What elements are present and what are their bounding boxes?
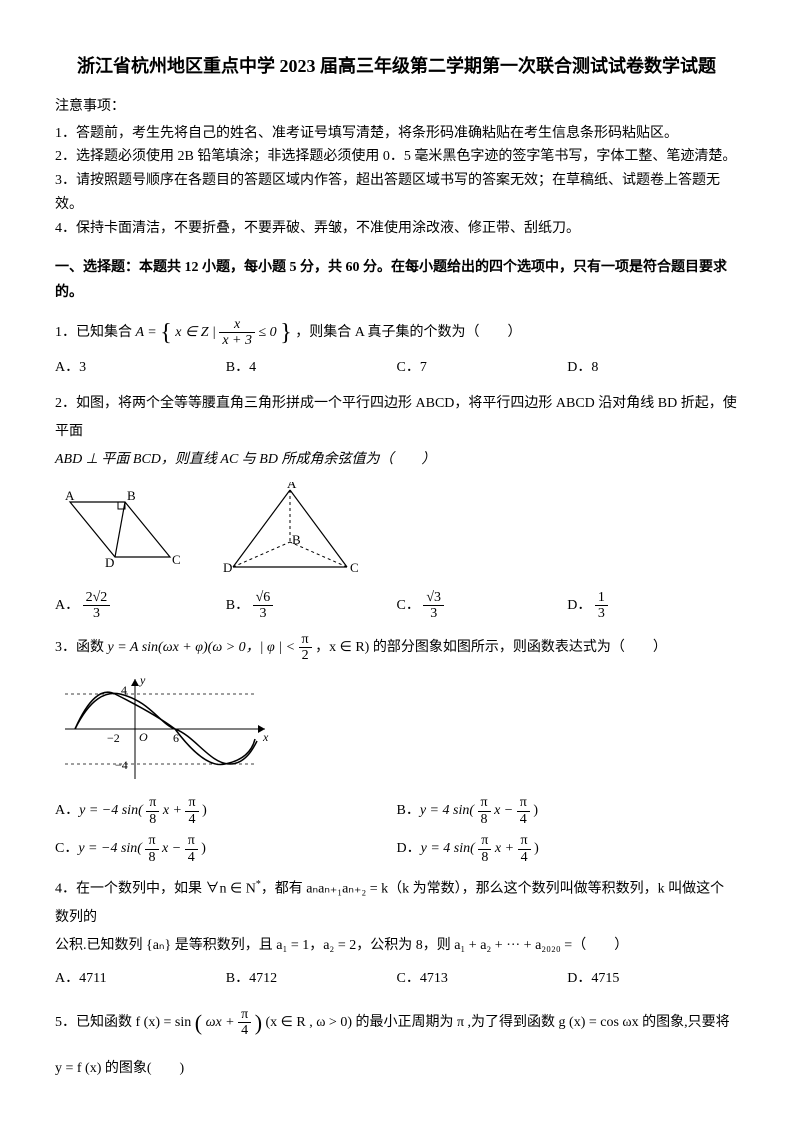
svg-text:B: B — [292, 532, 301, 547]
q3-option-D: D．y = 4 sin( π8 x + π4 ) — [397, 833, 739, 865]
q2-option-D: D． 13 — [567, 590, 738, 622]
q3-option-B: B．y = 4 sin( π8 x − π4 ) — [397, 795, 739, 827]
question-1: 1．已知集合 A = { x ∈ Z | x x + 3 ≤ 0 } ，则集合 … — [55, 317, 738, 349]
q4-option-B: B．4712 — [226, 966, 397, 991]
svg-text:A: A — [65, 488, 75, 503]
svg-text:D: D — [223, 560, 232, 575]
paren-open-icon: ( — [195, 1010, 202, 1035]
q2-figure-tetra-icon: A B C D — [215, 482, 365, 582]
q5-line2: y = f (x) 的图象( ) — [55, 1055, 738, 1083]
notice-item: 4．保持卡面清洁，不要折叠，不要弄破、弄皱，不准使用涂改液、修正带、刮纸刀。 — [55, 217, 738, 241]
svg-text:B: B — [127, 488, 136, 503]
q1-options: A．3 B．4 C．7 D．8 — [55, 355, 738, 380]
q1-option-B: B．4 — [226, 355, 397, 380]
q2-options: A． 2√23 B． √63 C． √33 D． 13 — [55, 590, 738, 622]
q1-cond1: x ∈ Z | — [175, 325, 219, 340]
q5-pi4: π4 — [238, 1007, 251, 1039]
q5-arg-pre: ωx + — [206, 1015, 239, 1030]
exam-title: 浙江省杭州地区重点中学 2023 届高三年级第二学期第一次联合测试试卷数学试题 — [55, 50, 738, 82]
q3-pre: 3．函数 — [55, 640, 108, 655]
svg-text:6: 6 — [173, 731, 179, 745]
q1-option-D: D．8 — [567, 355, 738, 380]
question-3: 3．函数 y = A sin(ωx + φ)(ω > 0，| φ | < π2 … — [55, 632, 738, 664]
q4-line2: 公积.已知数列 {aₙ} 是等积数列，且 a₁ = 1，a₂ = 2，公积为 8… — [55, 932, 738, 960]
notice-item: 3．请按照题号顺序在各题目的答题区域内作答，超出答题区域书写的答案无效；在草稿纸… — [55, 169, 738, 217]
q5-mid: (x ∈ R , ω > 0) 的最小正周期为 π ,为了得到函数 g (x) … — [266, 1015, 730, 1030]
svg-text:−2: −2 — [107, 731, 120, 745]
svg-text:O: O — [139, 730, 148, 744]
svg-text:C: C — [172, 552, 181, 567]
q1-option-C: C．7 — [397, 355, 568, 380]
notice-header: 注意事项： — [55, 94, 738, 119]
q1-option-A: A．3 — [55, 355, 226, 380]
q4-options: A．4711 B．4712 C．4713 D．4715 — [55, 966, 738, 991]
q3-option-C: C．y = −4 sin( π8 x − π4 ) — [55, 833, 397, 865]
q2-option-C: C． √33 — [397, 590, 568, 622]
svg-text:x: x — [262, 730, 269, 744]
notice-item: 1．答题前，考生先将自己的姓名、准考证号填写清楚，将条形码准确粘贴在考生信息条形… — [55, 122, 738, 146]
q1-fraction: x x + 3 — [219, 317, 255, 349]
q2-line1: 2．如图，将两个全等等腰直角三角形拼成一个平行四边形 ABCD，将平行四边形 A… — [55, 390, 738, 446]
q1-frac-den: x + 3 — [219, 333, 255, 348]
q1-pre: 1．已知集合 — [55, 325, 136, 340]
q3-option-A: A．y = −4 sin( π8 x + π4 ) — [55, 795, 397, 827]
svg-text:−4: −4 — [115, 758, 128, 772]
q2-line2-text: ABD ⊥ 平面 BCD，则直线 AC 与 BD 所成角余弦值为（ ） — [55, 452, 435, 467]
q1-frac-num: x — [219, 317, 255, 333]
q3-func: y = A sin(ωx + φ)(ω > 0，| φ | < — [108, 640, 299, 655]
q1-cond2: ≤ 0 — [259, 325, 277, 340]
notice-item: 2．选择题必须使用 2B 铅笔填涂；非选择题必须使用 0．5 毫米黑色字迹的签字… — [55, 145, 738, 169]
q3-post: ，x ∈ R) 的部分图象如图所示，则函数表达式为（ ） — [315, 640, 667, 655]
q2-option-A: A． 2√23 — [55, 590, 226, 622]
question-5: 5．已知函数 f (x) = sin ( ωx + π4 ) (x ∈ R , … — [55, 1001, 738, 1045]
brace-close-icon: } — [280, 320, 292, 346]
q2-figures: A B C D A B C D — [55, 482, 738, 582]
svg-text:4: 4 — [121, 683, 127, 697]
svg-text:C: C — [350, 560, 359, 575]
q1-A: A = — [136, 325, 161, 340]
question-4: 4．在一个数列中，如果 ∀n ∈ N*，都有 aₙaₙ₊₁aₙ₊₂ = k（k … — [55, 875, 738, 960]
svg-text:A: A — [287, 482, 297, 491]
question-2: 2．如图，将两个全等等腰直角三角形拼成一个平行四边形 ABCD，将平行四边形 A… — [55, 390, 738, 474]
q5-pre: 5．已知函数 f (x) = sin — [55, 1015, 191, 1030]
q4-option-C: C．4713 — [397, 966, 568, 991]
q2-line2: ABD ⊥ 平面 BCD，则直线 AC 与 BD 所成角余弦值为（ ） — [55, 446, 738, 474]
q3-options: A．y = −4 sin( π8 x + π4 ) B．y = 4 sin( π… — [55, 795, 738, 865]
q4-l1a: 4．在一个数列中，如果 ∀n ∈ N — [55, 882, 256, 897]
q3-sine-graph-icon: 4 −4 −2 6 O x y — [55, 669, 275, 789]
svg-text:y: y — [139, 673, 146, 687]
q4-option-A: A．4711 — [55, 966, 226, 991]
q2-figure-parallelogram-icon: A B C D — [55, 482, 185, 572]
brace-open-icon: { — [160, 320, 172, 346]
svg-text:D: D — [105, 555, 114, 570]
q2-option-B: B． √63 — [226, 590, 397, 622]
q1-post: ，则集合 A 真子集的个数为（ ） — [295, 325, 521, 340]
notice-list: 1．答题前，考生先将自己的姓名、准考证号填写清楚，将条形码准确粘贴在考生信息条形… — [55, 122, 738, 241]
section-1-heading: 一、选择题：本题共 12 小题，每小题 5 分，共 60 分。在每小题给出的四个… — [55, 255, 738, 305]
q3-pi2: π2 — [299, 632, 312, 664]
q4-option-D: D．4715 — [567, 966, 738, 991]
paren-close-icon: ) — [255, 1010, 262, 1035]
